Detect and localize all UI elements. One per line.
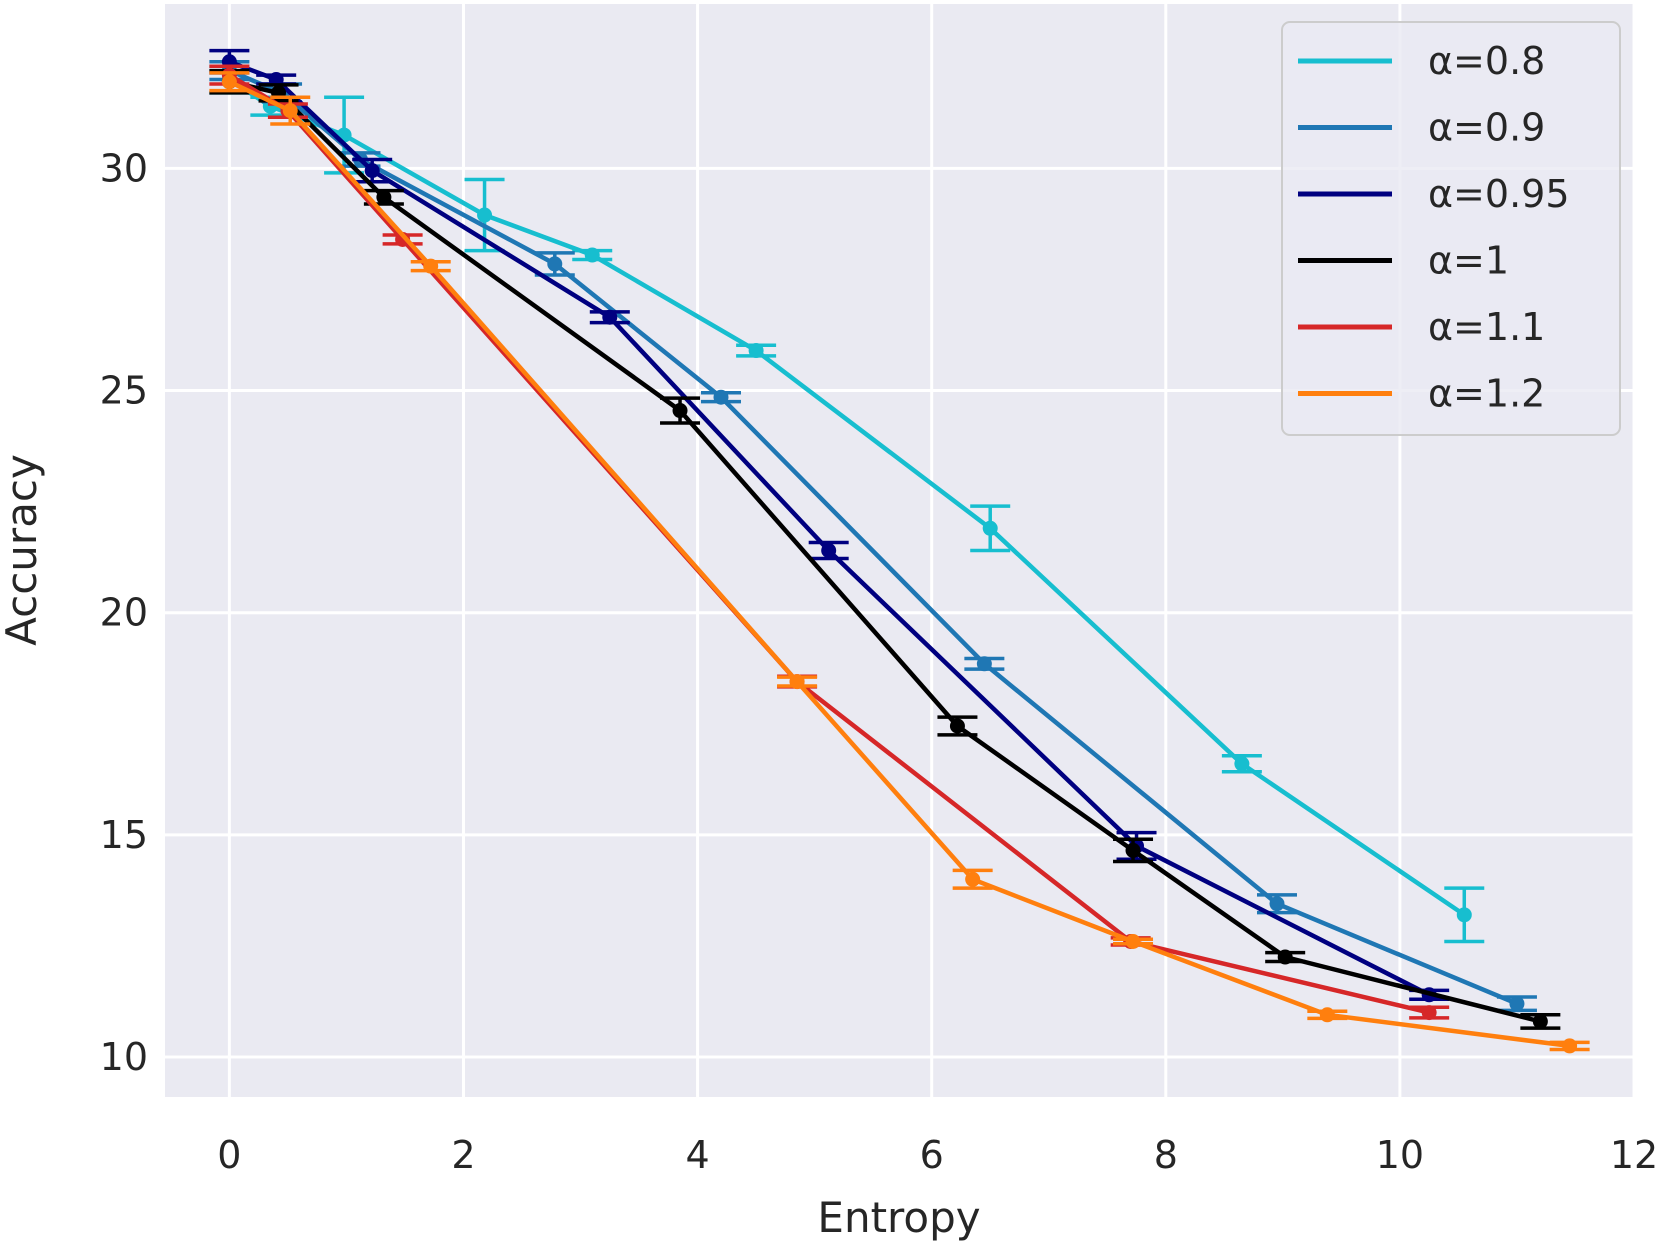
x-tick-label: 10 bbox=[1376, 1133, 1424, 1177]
data-point bbox=[672, 403, 688, 419]
data-point bbox=[1277, 949, 1293, 965]
x-tick-label: 6 bbox=[920, 1133, 944, 1177]
series-line bbox=[227, 79, 1572, 1049]
data-point bbox=[1269, 896, 1285, 912]
data-point bbox=[789, 674, 805, 690]
legend: α=0.8 α=0.9 α=0.95 α=1 α=1.1 α=1.2 bbox=[1281, 21, 1621, 436]
data-point bbox=[1421, 1005, 1437, 1021]
data-point bbox=[1456, 907, 1472, 923]
data-point bbox=[982, 520, 998, 536]
data-point bbox=[477, 207, 493, 223]
y-axis-label: Accuracy bbox=[0, 454, 46, 646]
x-tick-label: 0 bbox=[217, 1133, 241, 1177]
data-point bbox=[1532, 1013, 1548, 1029]
data-point bbox=[221, 74, 237, 90]
data-point bbox=[976, 656, 992, 672]
data-point bbox=[1509, 996, 1525, 1012]
x-axis-label: Entropy bbox=[817, 1193, 980, 1242]
legend-entry-label: α=0.95 bbox=[1428, 172, 1570, 216]
data-point bbox=[821, 543, 837, 558]
data-point bbox=[713, 389, 729, 405]
data-point bbox=[376, 189, 392, 205]
series-layer bbox=[209, 48, 1590, 1054]
y-tick-label: 10 bbox=[100, 1035, 148, 1079]
data-point bbox=[1125, 933, 1141, 949]
data-point bbox=[1562, 1038, 1578, 1054]
legend-entry-label: α=1.2 bbox=[1428, 372, 1545, 416]
legend-entry-label: α=1.1 bbox=[1428, 305, 1545, 349]
data-point bbox=[364, 163, 380, 179]
data-point bbox=[602, 309, 618, 325]
x-tick-label: 2 bbox=[451, 1133, 475, 1177]
tick-layer: 0 2 4 6 8 10 12 10 15 20 25 30 bbox=[100, 146, 1659, 1177]
data-point bbox=[584, 247, 600, 263]
data-point bbox=[423, 258, 439, 274]
legend-entry-label: α=0.9 bbox=[1428, 106, 1545, 150]
data-point bbox=[965, 871, 981, 887]
y-tick-label: 30 bbox=[100, 146, 148, 190]
y-tick-label: 15 bbox=[100, 813, 148, 857]
data-point bbox=[1234, 756, 1250, 772]
y-tick-label: 25 bbox=[100, 369, 148, 413]
legend-entry-label: α=1 bbox=[1428, 239, 1509, 283]
data-point bbox=[395, 231, 411, 247]
x-tick-label: 4 bbox=[685, 1133, 709, 1177]
data-point bbox=[949, 718, 965, 734]
data-point bbox=[1319, 1007, 1335, 1023]
series-group bbox=[209, 71, 1590, 1054]
data-point bbox=[547, 256, 563, 272]
x-tick-label: 8 bbox=[1154, 1133, 1178, 1177]
y-tick-label: 20 bbox=[100, 591, 148, 635]
x-tick-label: 12 bbox=[1610, 1133, 1658, 1177]
legend-entry-label: α=0.8 bbox=[1428, 39, 1545, 83]
data-point bbox=[282, 103, 298, 119]
data-point bbox=[1125, 842, 1141, 858]
data-point bbox=[748, 343, 764, 359]
